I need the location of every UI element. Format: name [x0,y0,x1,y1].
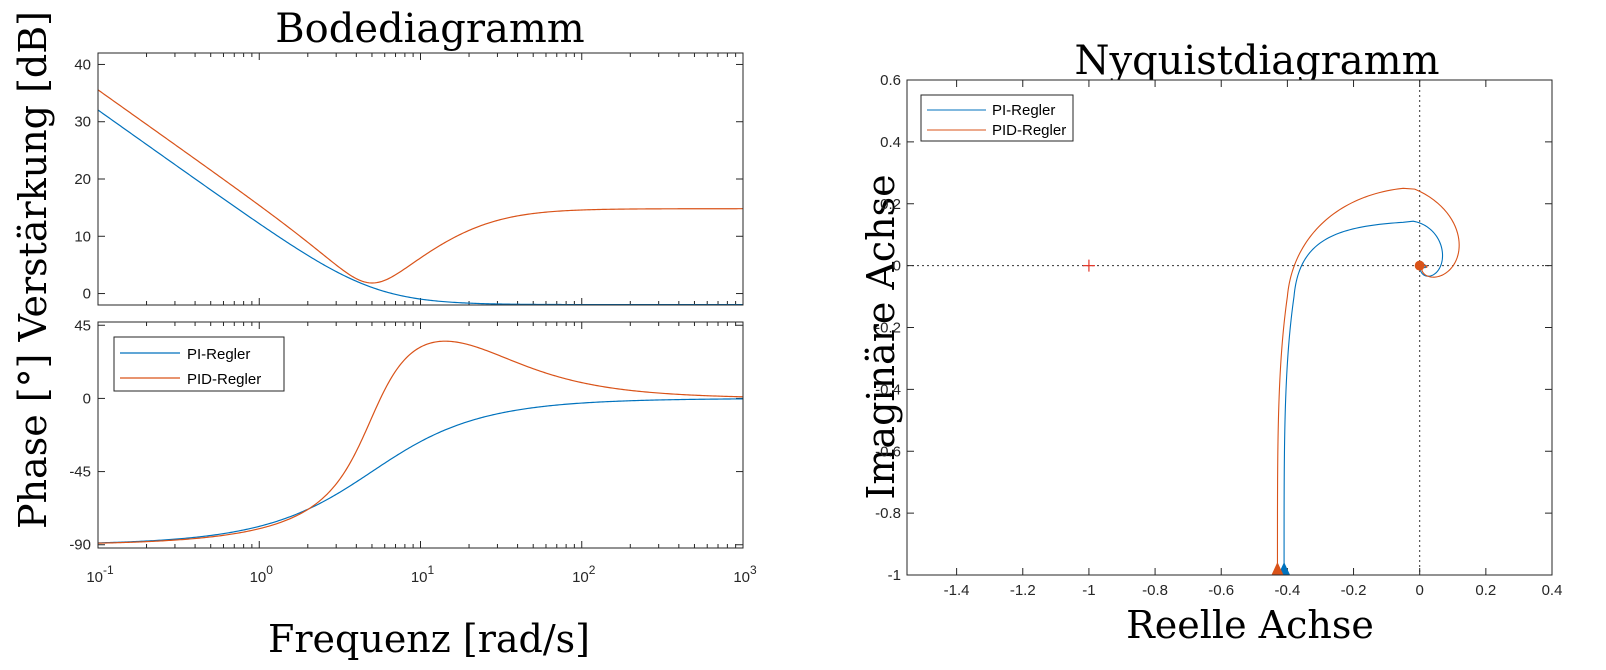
bode-diagram: Bodediagramm Phase [°] Verstärkung [dB] … [11,6,757,661]
magnitude-ytick-label: 20 [74,171,91,188]
nyquist-ytick-label: 0.2 [880,196,901,213]
nyquist-ytick-label: -0.8 [875,505,901,522]
nyquist-legend-box [920,94,1074,142]
nyquist-ytick-label: 0.6 [880,72,901,89]
xtick-exponent: 1 [428,563,435,577]
nyquist-arrow-pid-regler [1271,562,1284,575]
bode-title: Bodediagramm [275,6,584,52]
bode-ylabel: Phase [°] Verstärkung [dB] [11,11,55,529]
xtick-base: 10 [572,569,589,586]
magnitude-line-pid-regler [97,89,743,284]
nyquist-diagram: Nyquistdiagramm Imaginäre Achse Reelle A… [859,38,1562,647]
nyquist-line-pid-regler [1276,187,1460,575]
bode-legend: PI-Regler PID-Regler [113,336,285,392]
bode-xtick-label: 101 [411,563,435,586]
bode-legend-box [113,336,285,392]
xtick-base: 10 [86,569,103,586]
nyquist-xtick-label: 0.4 [1542,582,1563,599]
nyquist-xtick-label: -1 [1082,582,1095,599]
xtick-base: 10 [411,569,428,586]
nyquist-ytick-label: 0 [893,258,901,275]
nyquist-frame [906,79,1553,576]
nyquist-title: Nyquistdiagramm [1074,38,1439,84]
bode-xtick-label: 102 [572,563,596,586]
phase-line-pid-regler [97,340,744,544]
xtick-base: 10 [733,569,750,586]
bode-legend-label: PID-Regler [187,371,261,388]
nyquist-origin-cluster [1414,260,1425,271]
nyquist-xtick-label: -1.2 [1010,582,1036,599]
nyquist-xtick-label: -0.8 [1142,582,1168,599]
magnitude-ytick-label: 0 [83,286,91,303]
nyquist-xlabel: Reelle Achse [1126,603,1374,647]
phase-ytick-label: 0 [83,390,91,407]
nyquist-ytick-label: -0.2 [875,320,901,337]
xtick-base: 10 [250,569,267,586]
phase-frame [97,321,744,549]
nyquist-xtick-label: 0 [1416,582,1424,599]
nyquist-panel: -1 -0.8 -0.6 -0.4 -0.2 0 0.2 0.4 0.6 -1.4 -1.2 -1 -0… [875,72,1562,599]
magnitude-background [98,53,743,305]
bode-xtick-label: 103 [733,563,757,586]
nyquist-ytick-label: -0.6 [875,443,901,460]
magnitude-frame [97,52,744,306]
nyquist-xtick-label: -0.6 [1208,582,1234,599]
nyquist-ytick-label: -1 [888,567,901,584]
nyquist-xtick-label: -0.4 [1274,582,1300,599]
bode-xlabel: Frequenz [rad/s] [268,617,590,661]
magnitude-panel: 0 10 20 30 40 [74,52,744,306]
bode-xtick-label: 10-1 [86,563,114,586]
nyquist-legend-label: PID-Regler [992,122,1066,139]
xtick-exponent: 2 [589,563,596,577]
nyquist-xtick-label: -1.4 [944,582,970,599]
nyquist-xtick-label: 0.2 [1475,582,1496,599]
nyquist-ytick-label: 0.4 [880,134,901,151]
phase-ytick-label: -45 [69,464,91,481]
phase-line-pi-regler [97,398,744,544]
nyquist-ylabel: Imaginäre Achse [859,174,903,499]
phase-ytick-label: 45 [74,317,91,334]
nyquist-xtick-label: -0.2 [1341,582,1367,599]
xtick-exponent: 3 [750,563,757,577]
nyquist-legend: PI-Regler PID-Regler [920,94,1074,142]
xtick-exponent: 0 [266,563,273,577]
magnitude-ytick-label: 40 [74,56,91,73]
phase-panel: -90 -45 0 45 PI-Regler PID-Regler [69,317,744,554]
magnitude-ytick-label: 10 [74,228,91,245]
critical-point-marker [1082,259,1095,272]
nyquist-ytick-label: -0.4 [875,381,901,398]
bode-legend-label: PI-Regler [187,346,250,363]
xtick-exponent: -1 [103,563,114,577]
bode-xtick-label: 100 [250,563,274,586]
nyquist-background [907,80,1552,575]
bode-xtick-labels: 10-1 100 101 102 103 [86,563,757,586]
magnitude-ytick-label: 30 [74,114,91,131]
nyquist-legend-label: PI-Regler [992,102,1055,119]
phase-ytick-label: -90 [69,537,91,554]
